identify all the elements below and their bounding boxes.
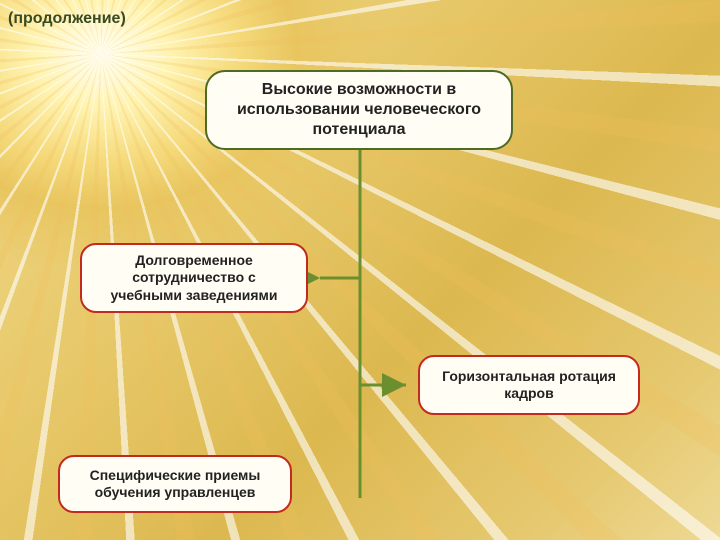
child-node-2: Горизонтальная ротация кадров bbox=[418, 355, 640, 415]
child-node-1: Долговременное сотрудничество с учебными… bbox=[80, 243, 308, 313]
child-node-3: Специфические приемы обучения управленце… bbox=[58, 455, 292, 513]
continuation-label: (продолжение) bbox=[8, 10, 126, 28]
root-node: Высокие возможности в использовании чело… bbox=[205, 70, 513, 150]
